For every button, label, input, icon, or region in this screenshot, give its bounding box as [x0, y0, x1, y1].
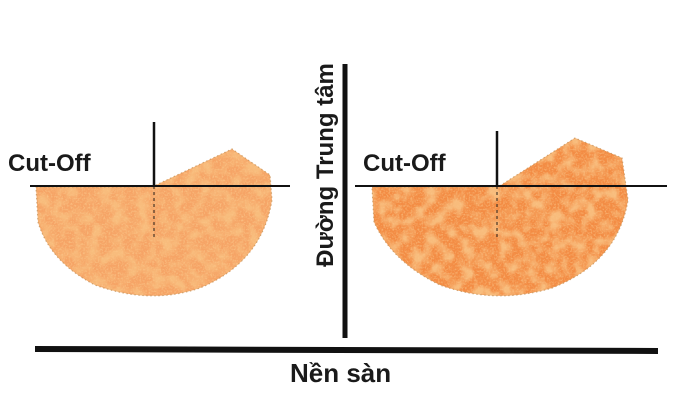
left-beam-outline [35, 148, 273, 297]
right-beam-outline [371, 137, 629, 297]
floor-label: Nền sàn [290, 358, 392, 388]
cutoff-label-right: Cut-Off [363, 150, 446, 177]
cutoff-label-left: Cut-Off [8, 150, 91, 177]
floor-line [34, 346, 659, 354]
center-line-label: Đường Trung tâm [311, 63, 339, 267]
